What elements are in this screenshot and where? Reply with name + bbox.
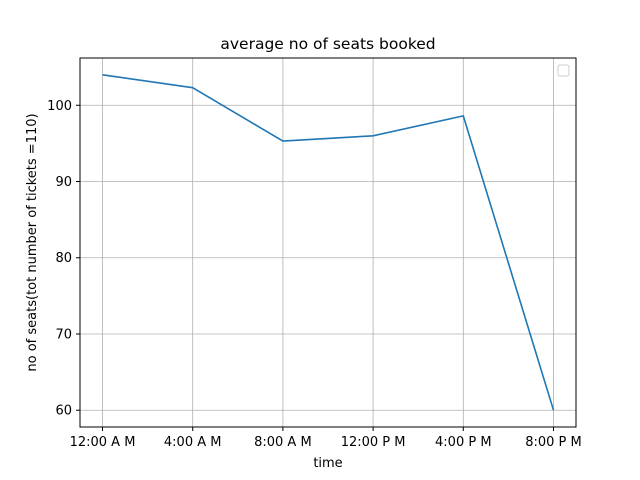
y-tick-label: 80: [55, 251, 72, 266]
x-tick-label: 4:00 P M: [435, 435, 492, 450]
legend-box: [557, 64, 570, 77]
plot-area-frame: [79, 57, 577, 428]
x-tick-label: 12:00 A M: [70, 435, 136, 450]
y-tick-label: 60: [55, 404, 72, 419]
series-lines: [102, 74, 555, 411]
x-tick-label: 8:00 A M: [254, 435, 312, 450]
x-tick-label: 12:00 P M: [341, 435, 406, 450]
y-tick-label: 90: [55, 175, 72, 190]
x-axis-label: time: [313, 456, 342, 471]
x-tick-label: 4:00 A M: [164, 435, 222, 450]
y-axis-label: no of seats(tot number of tickets =110): [25, 113, 40, 371]
chart-title: average no of seats booked: [220, 35, 435, 53]
grid-lines: [80, 58, 576, 427]
x-tick-label: 8:00 P M: [525, 435, 582, 450]
y-tick-label: 70: [55, 327, 72, 342]
x-axis-ticks: 12:00 A M 4:00 A M 8:00 A M 12:00 P M 4:00 P…: [70, 427, 582, 450]
y-tick-label: 100: [47, 99, 72, 114]
y-axis-ticks: 60 70 80 90 100: [47, 99, 80, 419]
series-line: [102, 74, 555, 411]
